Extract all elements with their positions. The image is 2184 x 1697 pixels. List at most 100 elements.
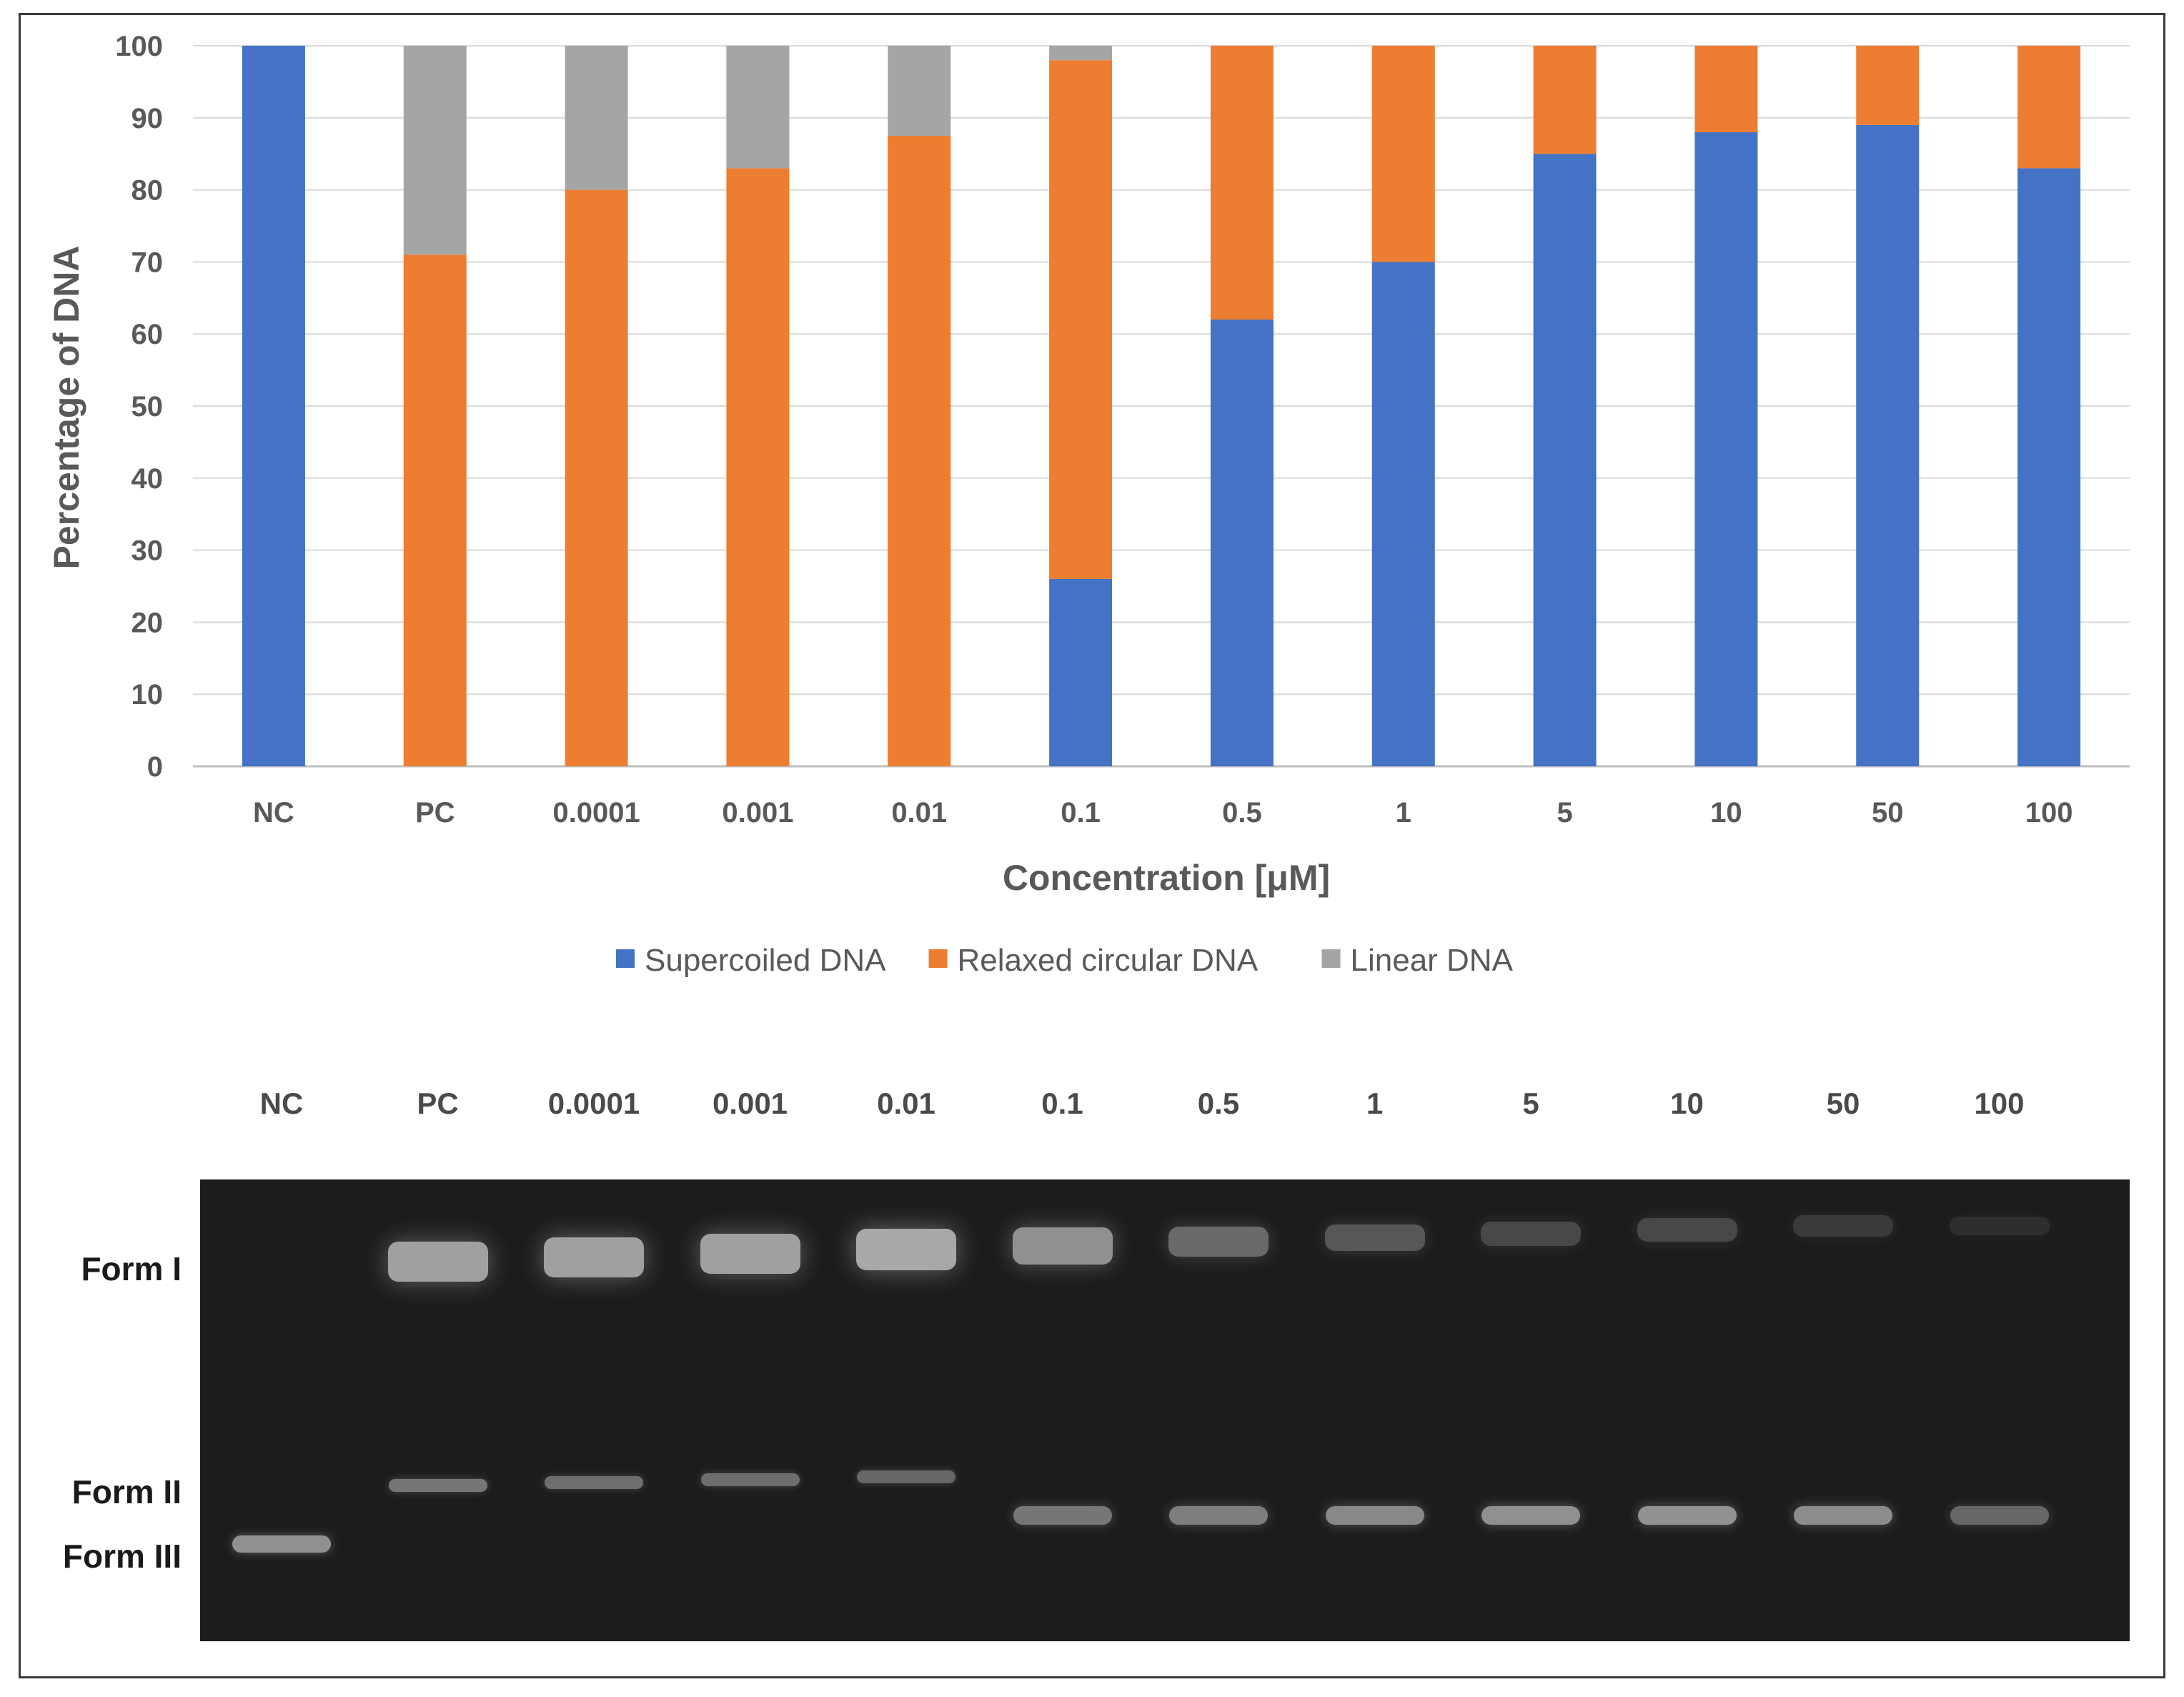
y-tick-label: 50 [131,391,164,422]
legend-swatch [1321,949,1341,968]
form-i-label: Form I [81,1250,182,1287]
x-tick-label: PC [415,797,455,828]
x-axis-ticks: NC PC 0.0001 0.001 0.01 0.1 0.5 1 5 10 50 100 [253,797,2073,828]
bar-relaxed-circular-dna-100 [2017,46,2081,169]
legend-label: Relaxed circular DNA [958,943,1259,978]
gel-band-form-i [387,1241,488,1282]
bar-relaxed-circular-dna-0.0001 [565,189,628,767]
y-axis-ticks: 0 10 20 30 40 50 60 70 80 90 100 [115,31,163,783]
bar-supercoiled-dna-0.5 [1210,320,1274,766]
gel-band-form-i [1637,1217,1737,1242]
gel-band-form-i [1949,1216,2050,1236]
bar-relaxed-circular-dna-5 [1533,46,1597,154]
legend-swatch [928,949,948,968]
gel-lane-label: 50 [1826,1087,1860,1120]
x-tick-label: 0.5 [1222,797,1262,828]
gel-band-form-iii [232,1535,331,1553]
gel-band-form-iii [1637,1506,1737,1525]
bar-linear-dna-0.01 [888,46,951,136]
bar-linear-dna-PC [403,46,467,255]
x-tick-label: 0.0001 [552,797,640,828]
bar-supercoiled-dna-50 [1856,124,1920,766]
y-tick-label: 80 [131,175,164,207]
gel-lane-label: 0.001 [712,1087,788,1120]
bar-linear-dna-0.1 [1049,46,1113,61]
bar-linear-dna-0.0001 [565,46,628,190]
y-tick-label: 20 [131,607,164,638]
gel-band-form-i [856,1229,956,1270]
bar-relaxed-circular-dna-50 [1856,46,1920,125]
bar-supercoiled-dna-100 [2017,168,2081,767]
legend-label: Supercoiled DNA [645,943,886,978]
bar-supercoiled-dna-5 [1533,154,1597,766]
legend-swatch [616,949,635,968]
stacked-bar-chart: 0 10 20 30 40 50 60 70 80 90 100 NC PC 0.0001 0.001 0.… [46,31,2130,978]
gel-band-form-i [1481,1222,1581,1246]
gel-lane-label: 0.5 [1197,1087,1240,1120]
x-tick-label: 10 [1710,797,1742,828]
legend-label: Linear DNA [1351,943,1514,978]
gel-band-form-iii [1013,1506,1112,1525]
form-ii-label: Form II [71,1473,182,1510]
y-tick-label: 60 [131,319,164,350]
bar-supercoiled-dna-0.1 [1049,578,1113,766]
x-tick-label: 50 [1872,797,1904,828]
gel-lane-label: 10 [1670,1087,1704,1120]
y-tick-label: 10 [131,679,164,711]
y-tick-label: 0 [147,751,163,783]
y-tick-label: 70 [131,247,164,278]
y-tick-label: 30 [131,535,164,567]
gel-lane-label: 0.0001 [547,1087,640,1120]
gel-band-form-i [1012,1227,1113,1265]
grid-lines [193,45,2130,768]
bar-relaxed-circular-dna-PC [403,254,467,766]
bar-supercoiled-dna-NC [242,46,305,766]
x-tick-label: 1 [1396,797,1411,828]
gel-band-form-ii [388,1479,487,1492]
y-tick-label: 100 [115,31,163,62]
figure-frame [19,13,2165,1678]
x-tick-label: 0.1 [1061,797,1101,828]
gel-lane-label: 100 [1974,1087,2025,1120]
x-tick-label: 5 [1557,797,1572,828]
gel-band-form-i [1324,1224,1425,1252]
gel-band-form-iii [1794,1506,1892,1525]
bar-relaxed-circular-dna-0.5 [1210,46,1274,320]
x-tick-label: 0.001 [722,797,793,828]
form-iii-label: Form III [62,1538,182,1575]
gel-band-form-iii [1169,1506,1268,1525]
x-tick-label: 0.01 [891,797,947,828]
x-axis-title: Concentration [μM] [1003,858,1330,898]
gel-band-form-i [700,1233,800,1274]
bar-supercoiled-dna-1 [1371,262,1435,766]
gel-band-form-iii [1481,1506,1580,1525]
bar-relaxed-circular-dna-1 [1371,46,1435,262]
gel-band-form-ii [700,1473,800,1486]
gel-band-form-i [1793,1215,1893,1237]
gel-lane-label: PC [417,1087,459,1120]
y-tick-label: 90 [131,103,164,134]
bar-linear-dna-0.001 [726,46,790,169]
bars [242,46,2081,767]
bar-relaxed-circular-dna-0.01 [888,136,951,766]
gel-band-form-ii [857,1470,955,1483]
gel-lane-label: NC [259,1087,304,1120]
gel-band-form-iii [1950,1506,2049,1525]
legend: Supercoiled DNA Relaxed circular DNA Linea… [616,943,1514,978]
x-tick-label: NC [253,797,294,828]
bar-relaxed-circular-dna-10 [1694,46,1758,132]
y-tick-label: 40 [131,463,164,495]
y-axis-title: Percentage of DNA [46,246,86,570]
gel-band-form-iii [1325,1506,1424,1525]
gel-lane-label: 0.01 [877,1087,935,1120]
bar-relaxed-circular-dna-0.1 [1049,60,1113,579]
agarose-gel-image [200,1179,2130,1641]
gel-band-form-ii [545,1476,643,1489]
bar-supercoiled-dna-10 [1694,132,1758,766]
gel-lane-label: 5 [1522,1087,1539,1120]
gel-lane-label: 0.1 [1041,1087,1083,1120]
gel-lane-label: 1 [1366,1087,1384,1120]
x-tick-label: 100 [2025,797,2073,828]
gel-band-form-i [544,1237,644,1277]
gel-band-form-i [1168,1227,1269,1257]
